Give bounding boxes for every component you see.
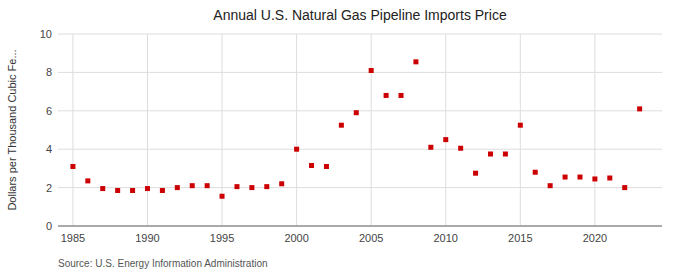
x-grid-line xyxy=(594,34,595,226)
x-tick-label: 2020 xyxy=(583,232,607,244)
y-tick-label: 8 xyxy=(46,66,52,78)
point xyxy=(85,178,90,183)
x-axis-line xyxy=(58,226,662,227)
point xyxy=(369,68,374,73)
point xyxy=(234,184,239,189)
point xyxy=(130,188,135,193)
x-tick-label: 2015 xyxy=(508,232,532,244)
x-tick-label: 2005 xyxy=(359,232,383,244)
point xyxy=(205,183,210,188)
point xyxy=(443,137,448,142)
y-tick-label: 2 xyxy=(46,182,52,194)
point xyxy=(503,152,508,157)
point xyxy=(220,194,225,199)
point xyxy=(309,163,314,168)
point xyxy=(428,145,433,150)
x-grid-line xyxy=(147,34,148,226)
point xyxy=(115,188,120,193)
point xyxy=(249,185,254,190)
point xyxy=(264,184,269,189)
point xyxy=(399,93,404,98)
point xyxy=(637,106,642,111)
chart: Annual U.S. Natural Gas Pipeline Imports… xyxy=(0,0,675,275)
x-grid-line xyxy=(445,34,446,226)
point xyxy=(145,186,150,191)
y-grid-line xyxy=(58,34,662,35)
x-tick-label: 1985 xyxy=(61,232,85,244)
y-tick-label: 6 xyxy=(46,105,52,117)
y-tick-label: 0 xyxy=(46,220,52,232)
x-tick-label: 1995 xyxy=(210,232,234,244)
point xyxy=(533,170,538,175)
point xyxy=(384,93,389,98)
y-grid-line xyxy=(58,72,662,73)
point xyxy=(324,164,329,169)
x-tick-label: 2010 xyxy=(434,232,458,244)
y-grid-line xyxy=(58,110,662,111)
y-grid-line xyxy=(58,226,662,227)
y-grid-line xyxy=(58,149,662,150)
point xyxy=(592,176,597,181)
point xyxy=(473,171,478,176)
title: Annual U.S. Natural Gas Pipeline Imports… xyxy=(213,7,507,23)
point xyxy=(518,123,523,128)
x-tick-label: 2000 xyxy=(284,232,308,244)
x-grid-line xyxy=(520,34,521,226)
y-tick-label: 4 xyxy=(46,143,52,155)
point xyxy=(70,164,75,169)
point xyxy=(548,183,553,188)
point xyxy=(160,188,165,193)
point xyxy=(622,185,627,190)
point xyxy=(413,59,418,64)
x-grid-line xyxy=(371,34,372,226)
y-tick-label: 10 xyxy=(40,28,52,40)
point xyxy=(577,175,582,180)
point xyxy=(100,186,105,191)
source-note: Source: U.S. Energy Information Administ… xyxy=(58,258,268,269)
point xyxy=(458,146,463,151)
x-grid-line xyxy=(72,34,73,226)
point xyxy=(190,183,195,188)
point xyxy=(563,175,568,180)
point xyxy=(294,147,299,152)
points xyxy=(70,59,642,198)
x-tick-label: 1990 xyxy=(135,232,159,244)
point xyxy=(488,152,493,157)
point xyxy=(354,110,359,115)
grid xyxy=(58,34,662,226)
y-axis-label: Dollars per Thousand Cubic Fe... xyxy=(6,49,18,210)
point xyxy=(279,181,284,186)
point xyxy=(339,123,344,128)
x-grid-line xyxy=(296,34,297,226)
point xyxy=(175,185,180,190)
point xyxy=(607,176,612,181)
